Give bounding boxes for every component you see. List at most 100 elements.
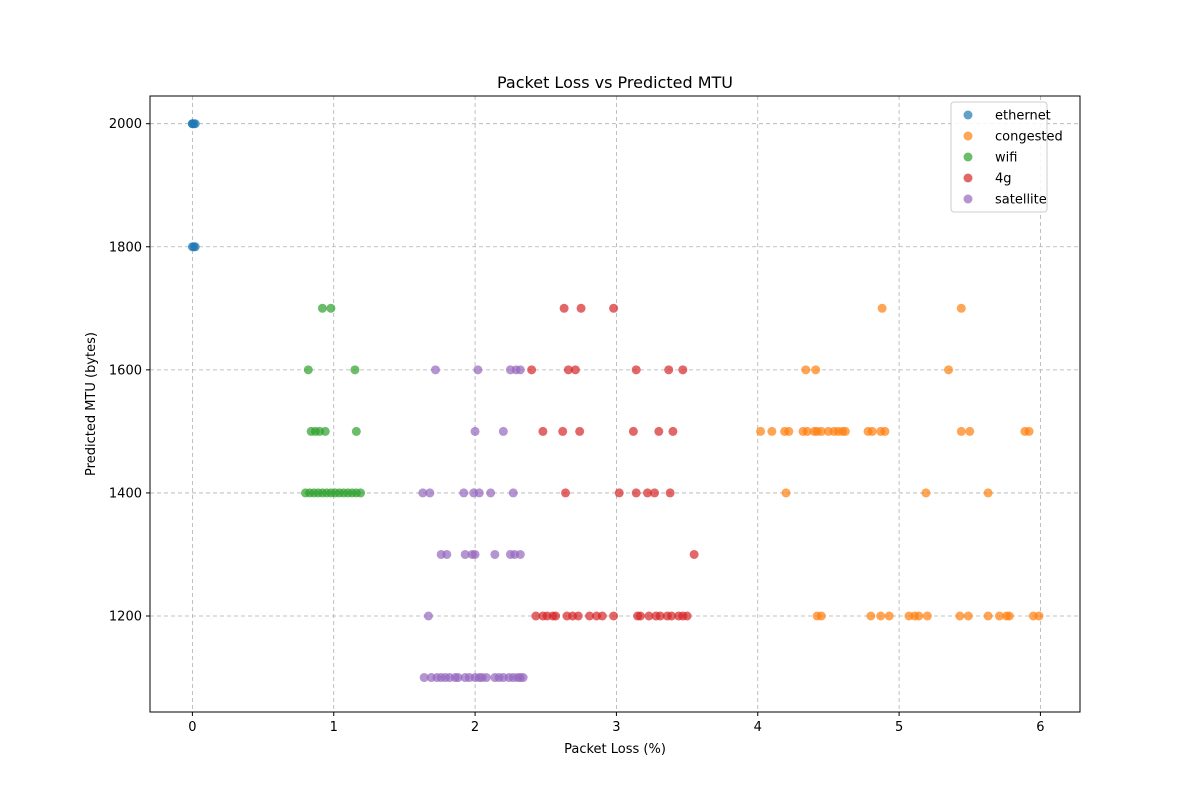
- data-point-4g: [573, 611, 583, 621]
- legend-label-ethernet: ethernet: [995, 109, 1051, 124]
- data-point-4g: [561, 488, 571, 498]
- data-point-4g: [664, 365, 674, 375]
- data-point-congested: [1024, 426, 1034, 436]
- data-point-ethernet: [190, 119, 200, 129]
- series-4g: [527, 303, 699, 621]
- data-point-congested: [784, 426, 794, 436]
- data-point-congested: [922, 611, 932, 621]
- data-point-4g: [558, 426, 568, 436]
- data-point-congested: [956, 303, 966, 313]
- data-point-satellite: [515, 365, 525, 375]
- plot-frame: [149, 95, 1081, 713]
- data-point-4g: [689, 549, 699, 559]
- data-point-4g: [682, 611, 692, 621]
- legend-label-congested: congested: [995, 130, 1063, 145]
- x-tick-label: 3: [612, 720, 620, 735]
- x-tick-label: 0: [188, 720, 196, 735]
- data-point-4g: [644, 611, 654, 621]
- chart-title: Packet Loss vs Predicted MTU: [497, 73, 733, 92]
- data-point-satellite: [481, 673, 491, 683]
- data-point-4g: [538, 426, 548, 436]
- data-point-satellite: [419, 673, 429, 683]
- data-point-4g: [527, 365, 537, 375]
- data-points: [187, 119, 1044, 683]
- data-point-congested: [944, 365, 954, 375]
- data-point-ethernet: [190, 242, 200, 252]
- x-tick-label: 6: [1036, 720, 1044, 735]
- data-point-4g: [563, 365, 573, 375]
- series-ethernet: [187, 119, 200, 252]
- x-tick-label: 4: [754, 720, 762, 735]
- series-satellite: [418, 365, 528, 683]
- data-point-satellite: [423, 611, 433, 621]
- data-point-4g: [635, 611, 645, 621]
- data-point-congested: [767, 426, 777, 436]
- legend-marker-wifi: [963, 152, 973, 162]
- legend-marker-congested: [963, 131, 973, 141]
- y-tick-label: 1600: [109, 363, 142, 378]
- data-point-satellite: [508, 488, 518, 498]
- data-point-congested: [876, 611, 886, 621]
- data-point-4g: [668, 426, 678, 436]
- legend-marker-satellite: [963, 194, 973, 204]
- data-point-4g: [665, 488, 675, 498]
- data-point-congested: [816, 611, 826, 621]
- data-point-wifi: [320, 426, 330, 436]
- data-point-satellite: [498, 426, 508, 436]
- data-point-4g: [597, 611, 607, 621]
- x-tick-label: 1: [330, 720, 338, 735]
- data-point-congested: [963, 611, 973, 621]
- data-point-satellite: [473, 365, 483, 375]
- series-congested: [756, 303, 1044, 621]
- data-point-satellite: [474, 488, 484, 498]
- y-tick-label: 2000: [109, 117, 142, 132]
- data-point-congested: [884, 611, 894, 621]
- data-point-4g: [667, 611, 677, 621]
- data-point-congested: [866, 611, 876, 621]
- data-point-4g: [585, 611, 595, 621]
- data-point-wifi: [350, 365, 360, 375]
- data-point-4g: [678, 365, 688, 375]
- data-point-wifi: [326, 303, 336, 313]
- data-point-4g: [654, 426, 664, 436]
- x-tick-label: 5: [895, 720, 903, 735]
- series-wifi: [300, 303, 366, 498]
- data-point-congested: [801, 365, 811, 375]
- data-point-wifi: [317, 303, 327, 313]
- data-point-4g: [576, 303, 586, 313]
- data-point-4g: [609, 611, 619, 621]
- data-point-congested: [914, 611, 924, 621]
- legend-label-satellite: satellite: [995, 193, 1047, 208]
- data-point-4g: [570, 365, 580, 375]
- data-point-congested: [756, 426, 766, 436]
- data-point-4g: [628, 426, 638, 436]
- data-point-congested: [811, 365, 821, 375]
- data-point-satellite: [515, 549, 525, 559]
- data-point-satellite: [460, 549, 470, 559]
- data-point-satellite: [459, 488, 469, 498]
- data-point-4g: [575, 426, 585, 436]
- legend-label-wifi: wifi: [995, 151, 1017, 166]
- data-point-4g: [559, 303, 569, 313]
- legend-marker-ethernet: [963, 110, 973, 120]
- data-point-congested: [983, 611, 993, 621]
- data-point-4g: [631, 365, 641, 375]
- data-point-satellite: [470, 549, 480, 559]
- data-point-congested: [921, 488, 931, 498]
- y-tick-label: 1400: [109, 486, 142, 501]
- data-point-satellite: [418, 488, 428, 498]
- axis-ticks: 0 1 2 3 4 5 6 1200 1400 1600 1800 2000: [109, 117, 1045, 735]
- data-point-4g: [650, 488, 660, 498]
- data-point-4g: [614, 488, 624, 498]
- y-tick-label: 1800: [109, 240, 142, 255]
- x-tick-label: 2: [471, 720, 479, 735]
- data-point-wifi: [303, 365, 313, 375]
- data-point-wifi: [356, 488, 366, 498]
- data-point-congested: [965, 426, 975, 436]
- legend-label-4g: 4g: [995, 172, 1012, 187]
- data-point-congested: [816, 426, 826, 436]
- data-point-congested: [867, 426, 877, 436]
- data-point-congested: [880, 426, 890, 436]
- legend: ethernet congested wifi 4g satellite: [950, 101, 1063, 213]
